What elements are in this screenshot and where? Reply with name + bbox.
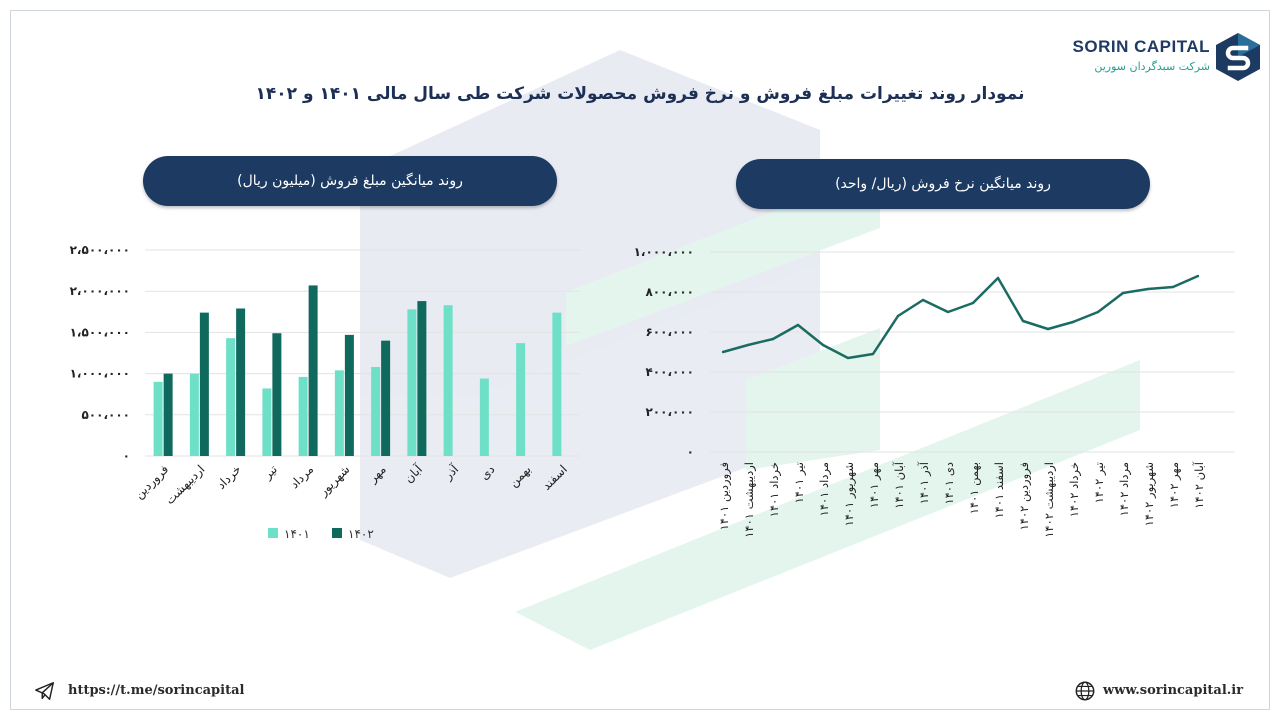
telegram-link[interactable]: https://t.me/sorincapital	[68, 683, 245, 698]
line-series-path	[722, 274, 1199, 360]
line-point	[796, 323, 800, 327]
line-point	[1146, 287, 1150, 291]
line-y-tick-label: ۶۰۰،۰۰۰	[645, 325, 694, 339]
bar-y-tick-label: ۰	[123, 449, 130, 463]
bar-series1	[516, 343, 526, 456]
line-x-tick-label: فروردین ۱۴۰۲	[1017, 462, 1032, 530]
legend-swatch	[332, 528, 342, 538]
line-y-tick-label: ۰	[687, 445, 694, 459]
line-x-tick-label: خرداد ۱۴۰۱	[767, 462, 782, 517]
line-x-tick-label: شهریور ۱۴۰۲	[1142, 462, 1157, 526]
line-x-tick-label: آذر ۱۴۰۱	[917, 461, 932, 504]
bar-series1	[371, 367, 381, 456]
bar-y-tick-label: ۲،۵۰۰،۰۰۰	[70, 243, 130, 257]
bar-y-tick-label: ۲،۰۰۰،۰۰۰	[70, 284, 130, 298]
line-point	[996, 276, 1000, 280]
legend-label: ۱۴۰۱	[284, 527, 310, 541]
line-point	[1121, 291, 1125, 295]
line-x-tick-label: آبان ۱۴۰۲	[1192, 461, 1206, 509]
bar-series1	[479, 378, 489, 456]
bar-series1	[189, 373, 199, 456]
line-x-tick-label: بهمن ۱۴۰۱	[967, 462, 982, 514]
bar-y-tick-label: ۱،۰۰۰،۰۰۰	[70, 367, 130, 381]
legend-swatch	[268, 528, 278, 538]
line-y-tick-label: ۲۰۰،۰۰۰	[645, 405, 694, 419]
page-title: نمودار روند تغییرات مبلغ فروش و نرخ فروش…	[255, 84, 1025, 104]
website-link[interactable]: www.sorincapital.ir	[1103, 683, 1244, 698]
bar-series1	[443, 305, 453, 456]
line-y-tick-label: ۱،۰۰۰،۰۰۰	[634, 245, 694, 259]
legend-label: ۱۴۰۲	[348, 527, 374, 541]
line-x-tick-label: مرداد ۱۴۰۲	[1117, 462, 1132, 516]
bar-y-tick-label: ۱،۵۰۰،۰۰۰	[70, 325, 130, 339]
brand-name-fa: شرکت سبدگردان سورین	[1094, 60, 1210, 73]
line-point	[1071, 320, 1075, 324]
bar-series2	[236, 308, 246, 456]
line-x-tick-label: تیر ۱۴۰۲	[1092, 462, 1107, 503]
bar-series2	[381, 340, 391, 456]
telegram-icon	[35, 682, 54, 700]
line-x-tick-label: اردیبهشت ۱۴۰۲	[1042, 462, 1057, 538]
globe-icon	[1075, 681, 1095, 701]
bar-chart-title: روند میانگین مبلغ فروش (میلیون ریال)	[143, 156, 557, 206]
bar-series1	[262, 388, 272, 456]
line-x-tick-label: فروردین ۱۴۰۱	[717, 462, 732, 530]
bar-series1	[407, 309, 417, 456]
brand-logo-icon	[1216, 33, 1260, 81]
line-x-tick-label: شهریور ۱۴۰۱	[842, 462, 857, 526]
bar-series1	[298, 376, 308, 456]
line-point	[1046, 327, 1050, 331]
line-x-tick-label: مهر ۱۴۰۱	[867, 462, 882, 508]
bar-series2	[272, 333, 282, 456]
bar-series1	[226, 338, 236, 456]
bar-series1	[334, 370, 344, 456]
bar-series2	[417, 301, 427, 456]
line-point	[871, 352, 875, 356]
line-x-tick-label: مهر ۱۴۰۲	[1167, 462, 1182, 508]
line-point	[846, 356, 850, 360]
line-y-tick-label: ۸۰۰،۰۰۰	[645, 285, 694, 299]
line-x-tick-label: دی ۱۴۰۱	[942, 462, 956, 505]
line-point	[1096, 310, 1100, 314]
line-point	[921, 298, 925, 302]
bar-series2	[308, 285, 318, 456]
line-x-tick-label: مرداد ۱۴۰۱	[817, 462, 832, 516]
line-point	[1021, 319, 1025, 323]
brand-name-en: SORIN CAPITAL	[1072, 37, 1210, 56]
line-point	[946, 310, 950, 314]
line-x-tick-label: تیر ۱۴۰۱	[792, 462, 807, 503]
line-x-tick-label: اردیبهشت ۱۴۰۱	[742, 462, 757, 538]
line-point	[821, 343, 825, 347]
bar-series2	[199, 312, 209, 456]
line-x-tick-label: خرداد ۱۴۰۲	[1067, 462, 1082, 517]
bar-y-tick-label: ۵۰۰،۰۰۰	[81, 408, 130, 422]
bar-series2	[163, 373, 173, 456]
bar-series1	[153, 381, 163, 456]
line-point	[971, 301, 975, 305]
bar-series2	[344, 334, 354, 456]
line-point	[896, 314, 900, 318]
line-point	[746, 343, 750, 347]
line-y-tick-label: ۴۰۰،۰۰۰	[645, 365, 694, 379]
line-point	[1171, 285, 1175, 289]
line-x-tick-label: آبان ۱۴۰۱	[892, 461, 906, 509]
line-chart-title: روند میانگین نرخ فروش (ریال/ واحد)	[736, 159, 1150, 209]
line-point	[1196, 274, 1200, 278]
line-point	[721, 350, 725, 354]
brand-logo: SORIN CAPITAL شرکت سبدگردان سورین	[1070, 30, 1270, 86]
line-point	[771, 337, 775, 341]
bar-series1	[552, 312, 562, 456]
line-x-tick-label: اسفند ۱۴۰۱	[992, 462, 1006, 519]
